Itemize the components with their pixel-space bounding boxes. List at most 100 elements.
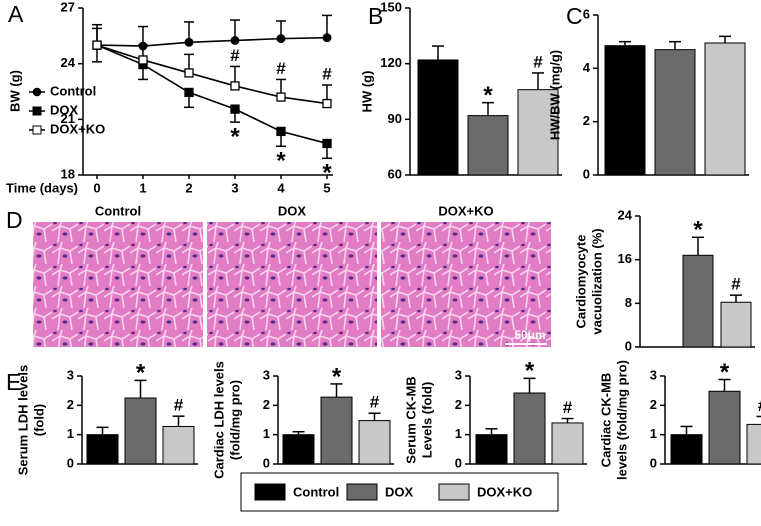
y-axis-label: BW (g) — [7, 70, 22, 112]
bar — [670, 434, 703, 465]
bar — [467, 115, 509, 176]
y-axis-label: (fold) — [31, 404, 46, 436]
y-tick-label: 3 — [455, 367, 462, 382]
bar — [746, 423, 761, 465]
legend-label: DOX — [50, 102, 79, 117]
legend-marker — [32, 87, 42, 97]
y-tick-label: 21 — [61, 111, 75, 126]
bar — [604, 45, 646, 176]
bar — [162, 425, 195, 465]
y-tick-label: 0 — [455, 455, 462, 470]
y-axis-label: Cardiac LDH levels — [211, 361, 226, 479]
significance-mark: # — [370, 393, 380, 412]
bar — [475, 434, 508, 465]
significance-mark: # — [174, 396, 184, 415]
series-line — [96, 44, 328, 145]
bar — [704, 42, 746, 176]
bar — [358, 420, 391, 465]
y-tick-label: 18 — [61, 166, 75, 181]
y-axis-label: HW/BW (mg/g) — [547, 50, 562, 140]
legend-swatch — [438, 483, 470, 501]
legend-marker — [32, 106, 42, 116]
y-axis-label: (fold/mg pro) — [227, 380, 242, 460]
point — [184, 87, 194, 98]
y-tick-label: 60 — [388, 166, 402, 181]
y-tick-label: 150 — [380, 0, 402, 14]
significance-mark: # — [533, 52, 543, 71]
significance-mark: * — [276, 148, 286, 175]
point — [322, 138, 332, 149]
y-tick-label: 4 — [583, 60, 591, 75]
legend-swatch — [346, 483, 378, 501]
legend-swatch — [254, 483, 286, 501]
significance-mark: # — [731, 275, 741, 294]
bar — [320, 396, 353, 465]
y-tick-label: 3 — [650, 367, 657, 382]
significance-mark: * — [322, 160, 332, 187]
scale-bar-label: 50μm — [514, 328, 545, 342]
y-axis-label: Cardiomyocyte — [573, 235, 588, 329]
y-axis-label: Serum LDH levels — [15, 365, 30, 476]
significance-mark: * — [693, 217, 703, 244]
point — [138, 55, 148, 65]
legend-label: DOX+KO — [50, 121, 105, 136]
x-tick-label: 1 — [139, 180, 146, 195]
y-tick-label: 24 — [61, 55, 76, 70]
x-tick-label: 0 — [93, 180, 100, 195]
significance-mark: * — [525, 358, 535, 385]
y-tick-label: 0 — [67, 455, 74, 470]
bar — [551, 422, 584, 465]
y-axis-label: Levels (fold) — [419, 382, 434, 459]
significance-mark: # — [563, 398, 573, 417]
bar — [86, 434, 119, 465]
y-tick-label: 1 — [650, 426, 657, 441]
y-tick-label: 0 — [650, 455, 657, 470]
point — [276, 34, 286, 44]
y-tick-label: 2 — [455, 397, 462, 412]
image-label: Control — [95, 203, 141, 218]
y-tick-label: 27 — [61, 0, 75, 14]
point — [230, 104, 240, 114]
panel-letter: B — [368, 3, 383, 29]
significance-mark: * — [136, 360, 146, 387]
y-tick-label: 0 — [625, 338, 632, 353]
histology-image — [381, 222, 551, 347]
x-tick-label: 3 — [231, 180, 238, 195]
point — [276, 92, 286, 102]
point — [92, 40, 102, 50]
x-tick-label: 4 — [277, 180, 285, 195]
point — [184, 68, 194, 78]
image-label: DOX+KO — [438, 203, 493, 218]
y-tick-label: 2 — [583, 113, 590, 128]
y-axis-label: HW (g) — [359, 71, 374, 113]
y-tick-label: 1 — [263, 426, 270, 441]
bar — [124, 397, 157, 465]
y-tick-label: 2 — [67, 397, 74, 412]
y-axis-label: Serum CK-MB — [403, 376, 418, 463]
panel-letter: D — [6, 207, 23, 233]
y-tick-label: 0 — [263, 455, 270, 470]
image-label: DOX — [278, 203, 307, 218]
significance-mark: # — [230, 46, 240, 65]
panel-letter: E — [6, 369, 21, 395]
x-axis-label: Time (days) — [6, 180, 78, 195]
bar — [654, 49, 696, 176]
x-tick-label: 2 — [185, 180, 192, 195]
y-tick-label: 2 — [650, 397, 657, 412]
y-tick-label: 6 — [583, 6, 590, 21]
bar — [708, 390, 741, 465]
y-tick-label: 1 — [67, 426, 74, 441]
y-tick-label: 3 — [263, 367, 270, 382]
histology-image — [33, 222, 203, 347]
legend-label: Control — [50, 83, 96, 98]
point — [230, 36, 240, 45]
y-axis-label: levels (fold/mg pro) — [614, 360, 629, 480]
y-tick-label: 1 — [455, 426, 462, 441]
panel-letter: A — [8, 1, 24, 27]
legend-label: DOX — [385, 484, 414, 499]
y-tick-label: 90 — [388, 111, 402, 126]
y-axis-label: Cardiac CK-MB — [598, 373, 613, 468]
legend-label: Control — [293, 484, 339, 499]
y-tick-label: 2 — [263, 397, 270, 412]
